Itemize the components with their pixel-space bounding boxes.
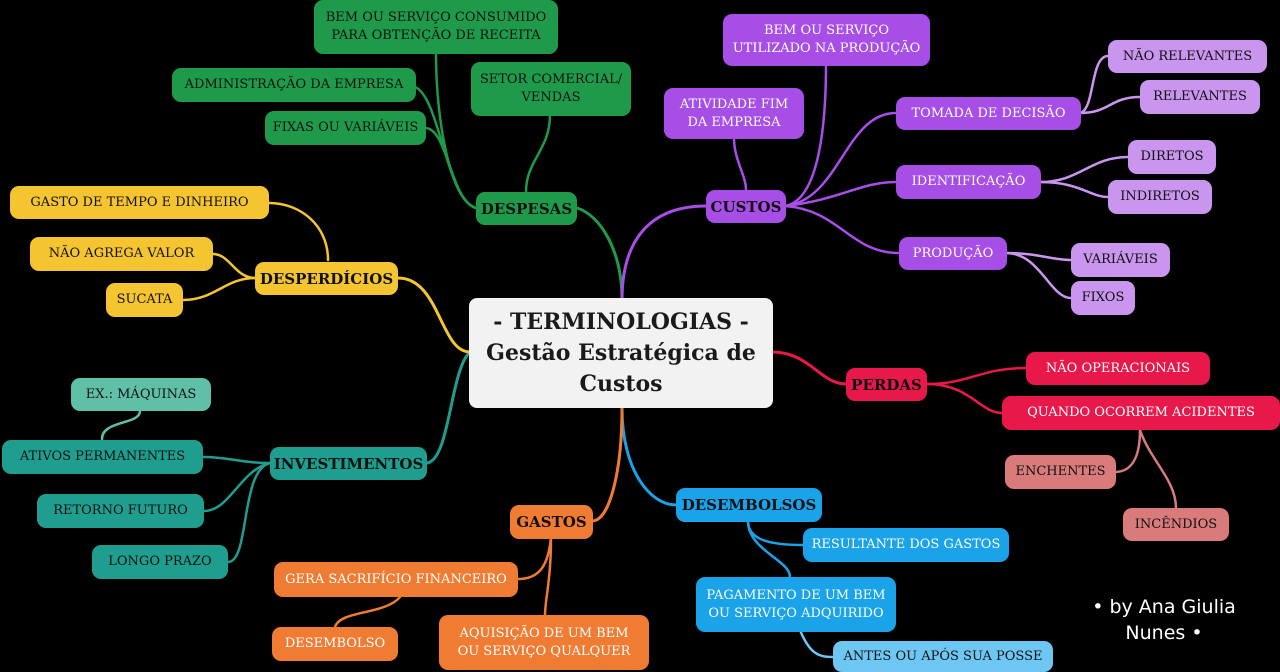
perdas-item-nao-operacionais[interactable]: NÃO OPERACIONAIS [1026, 352, 1210, 385]
link-despesas-fixas [423, 126, 478, 210]
link-center-gastos [590, 406, 624, 523]
custos-item-producao[interactable]: PRODUÇÃO [899, 237, 1007, 270]
link-gastos-aquisicao [543, 536, 553, 617]
investimentos-item-ativos[interactable]: ATIVOS PERMANENTES [2, 440, 203, 474]
link-custos-identificacao [783, 180, 898, 208]
link-center-custos [620, 204, 708, 302]
link-perdas-naoop [925, 366, 1028, 386]
link-custos-producao [783, 204, 901, 255]
link-perdas-acidentes [925, 382, 1004, 415]
desperdicios-item-gasto-tempo[interactable]: GASTO DE TEMPO E DINHEIRO [10, 186, 269, 219]
gastos-item-gera-sacrificio[interactable]: GERA SACRIFÍCIO FINANCEIRO [274, 562, 518, 597]
link-inv-longo [226, 461, 272, 564]
perdas-sub-incendios[interactable]: INCÊNDIOS [1123, 508, 1229, 541]
gastos-sub-desembolso[interactable]: DESEMBOLSO [272, 627, 398, 661]
central-title-line1: - TERMINOLOGIAS - [493, 308, 749, 335]
despesas-item-administracao[interactable]: ADMINISTRAÇÃO DA EMPRESA [172, 68, 416, 102]
link-desp-gasto [267, 201, 330, 262]
link-center-perdas [770, 350, 848, 386]
author-credit-line1: • by Ana Giulia [1092, 596, 1236, 618]
link-ident-diretos [1038, 155, 1130, 184]
custos-sub-fixos[interactable]: FIXOS [1071, 281, 1135, 315]
link-tomada-rel [1078, 95, 1142, 115]
link-center-investimentos [425, 350, 472, 465]
link-ativos-ex [100, 409, 142, 441]
link-acidentes-enchentes [1113, 428, 1142, 474]
link-prod-fixos [1004, 251, 1073, 300]
perdas-item-acidentes[interactable]: QUANDO OCORREM ACIDENTES [1002, 396, 1280, 430]
link-acidentes-incendios [1138, 428, 1178, 510]
link-tomada-naorel [1078, 54, 1110, 115]
link-custos-bem [783, 62, 828, 208]
custos-item-bem-utilizado[interactable]: BEM OU SERVIÇO UTILIZADO NA PRODUÇÃO [723, 14, 930, 66]
desembolsos-item-resultante[interactable]: RESULTANTE DOS GASTOS [803, 528, 1009, 562]
investimentos-sub-maquinas[interactable]: EX.: MÁQUINAS [71, 378, 211, 411]
link-despesas-admin [410, 84, 478, 210]
desembolsos-sub-antes-apos[interactable]: ANTES OU APÓS SUA POSSE [833, 641, 1053, 672]
custos-item-tomada-decisao[interactable]: TOMADA DE DECISÃO [896, 97, 1081, 130]
investimentos-item-retorno[interactable]: RETORNO FUTURO [37, 494, 204, 528]
custos-sub-variaveis[interactable]: VARIÁVEIS [1071, 243, 1170, 277]
central-topic[interactable]: - TERMINOLOGIAS - Gestão Estratégica de … [469, 298, 773, 408]
link-center-desembolsos [620, 406, 678, 507]
custos-sub-diretos[interactable]: DIRETOS [1128, 140, 1216, 174]
link-center-desperdicios [396, 276, 472, 354]
desperdicios-item-nao-agrega[interactable]: NÃO AGREGA VALOR [30, 237, 213, 271]
link-desp-sucata [181, 276, 257, 302]
desperdicios-item-sucata[interactable]: SUCATA [106, 283, 183, 317]
custos-item-identificacao[interactable]: IDENTIFICAÇÃO [896, 165, 1041, 199]
despesas-item-setor[interactable]: SETOR COMERCIAL/ VENDAS [471, 62, 631, 116]
desembolsos-item-pagamento[interactable]: PAGAMENTO DE UM BEM OU SERVIÇO ADQUIRIDO [696, 577, 896, 632]
link-custos-tomada [783, 111, 898, 208]
author-credit-line2: Nunes • [1125, 622, 1203, 644]
despesas-item-fixas[interactable]: FIXAS OU VARIÁVEIS [265, 111, 426, 145]
central-title-line2: Gestão Estratégica de [486, 339, 756, 366]
link-desemb-pagamento [746, 519, 792, 579]
link-gastos-gera [516, 536, 553, 581]
link-inv-retorno [202, 461, 272, 513]
branch-gastos[interactable]: GASTOS [510, 505, 593, 539]
custos-sub-indiretos[interactable]: INDIRETOS [1108, 180, 1212, 214]
branch-desembolsos[interactable]: DESEMBOLSOS [676, 488, 822, 522]
link-gera-desembolso [333, 595, 402, 629]
central-title-line3: Custos [579, 370, 663, 397]
link-custos-atividade [732, 136, 748, 192]
link-center-despesas [575, 206, 624, 302]
link-pagamento-antes [798, 628, 835, 659]
branch-investimentos[interactable]: INVESTIMENTOS [270, 447, 427, 480]
link-desp-naoagrega [211, 252, 257, 280]
branch-perdas[interactable]: PERDAS [846, 368, 927, 401]
branch-despesas[interactable]: DESPESAS [476, 192, 577, 225]
link-inv-ativos [201, 455, 272, 465]
custos-sub-nao-relevantes[interactable]: NÃO RELEVANTES [1108, 40, 1267, 73]
gastos-item-aquisicao[interactable]: AQUISIÇÃO DE UM BEM OU SERVIÇO QUALQUER [439, 615, 649, 670]
branch-desperdicios[interactable]: DESPERDÍCIOS [255, 262, 398, 295]
custos-sub-relevantes[interactable]: RELEVANTES [1140, 80, 1260, 114]
link-despesas-setor [524, 113, 552, 194]
custos-item-atividade-fim[interactable]: ATIVIDADE FIM DA EMPRESA [664, 88, 804, 139]
perdas-sub-enchentes[interactable]: ENCHENTES [1005, 455, 1116, 489]
investimentos-item-longo-prazo[interactable]: LONGO PRAZO [92, 545, 228, 579]
link-ident-indiretos [1038, 180, 1110, 199]
despesas-item-bem-consumido[interactable]: BEM OU SERVIÇO CONSUMIDO PARA OBTENÇÃO D… [314, 0, 558, 54]
branch-custos[interactable]: CUSTOS [706, 190, 786, 223]
author-credit: • by Ana Giulia Nunes • [1078, 594, 1250, 646]
